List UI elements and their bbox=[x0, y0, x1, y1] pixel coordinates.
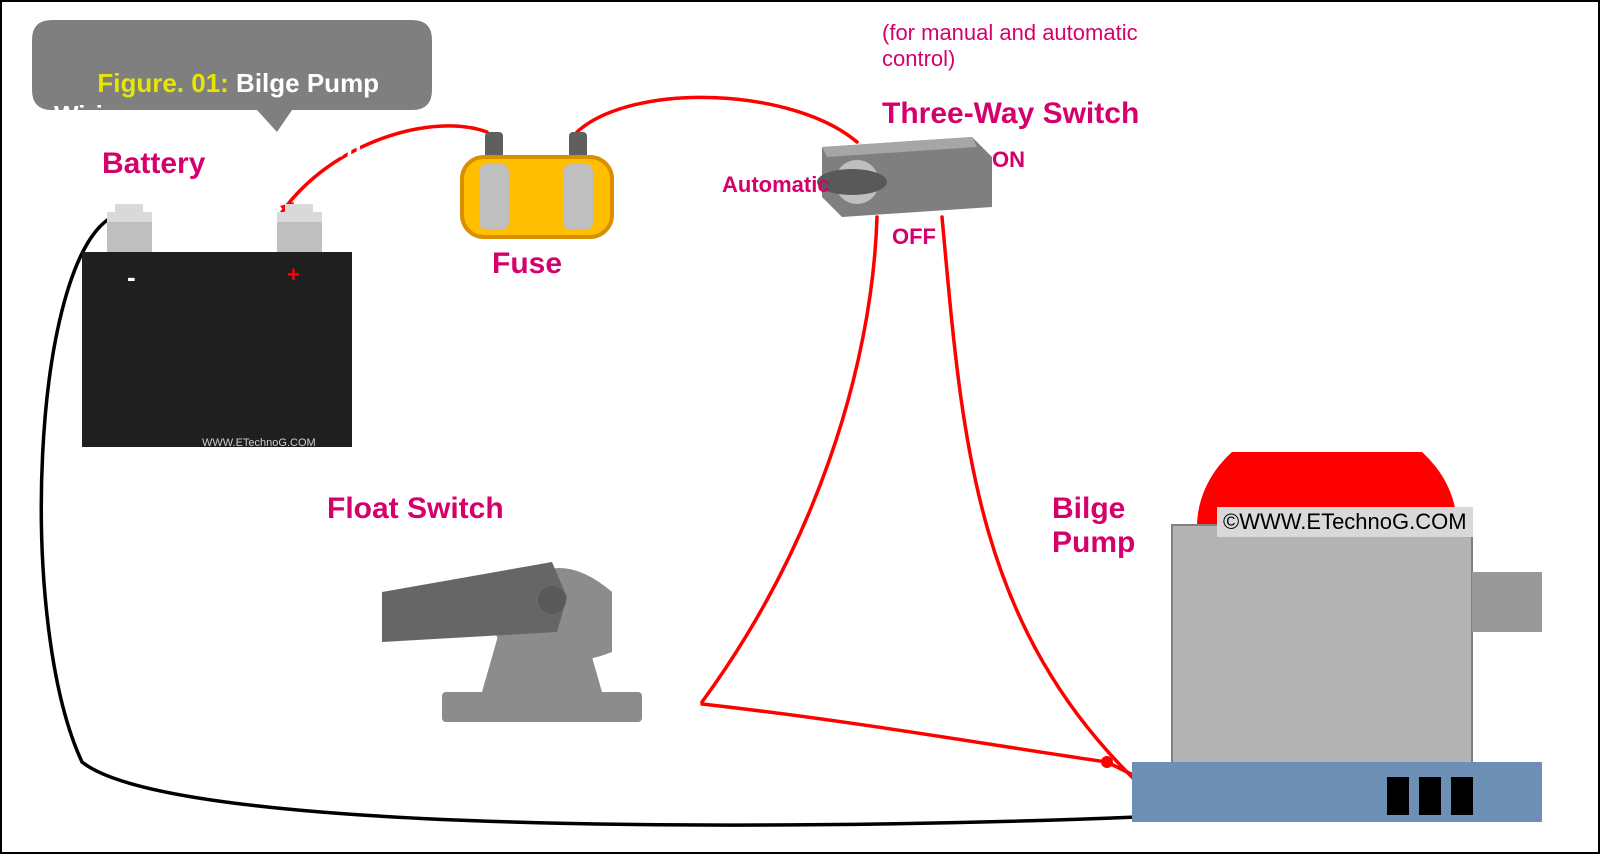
pump-slot bbox=[1387, 777, 1409, 815]
fuse-blade-left bbox=[479, 164, 509, 230]
wire-switch-to-float bbox=[702, 217, 877, 702]
wire-junction-node bbox=[1101, 756, 1113, 768]
pump-outlet bbox=[1472, 572, 1542, 632]
float-switch-icon bbox=[382, 522, 682, 747]
pump-slot bbox=[1451, 777, 1473, 815]
float-base bbox=[442, 692, 642, 722]
battery-terminal-neg bbox=[107, 212, 152, 257]
float-pivot bbox=[538, 586, 566, 614]
battery-label: Battery bbox=[102, 147, 205, 181]
wire-float-to-junction bbox=[702, 704, 1107, 762]
battery-icon: - + WWW.ETechnoG.COM bbox=[82, 202, 352, 447]
bilge-pump-label: Bilge Pump bbox=[1052, 492, 1135, 560]
fuse-blade-right bbox=[563, 164, 593, 230]
fuse-label: Fuse bbox=[492, 247, 562, 281]
automatic-label: Automatic bbox=[722, 172, 830, 198]
off-label: OFF bbox=[892, 224, 936, 250]
battery-terminal-pos bbox=[277, 212, 322, 257]
copyright-label: ©WWW.ETechnoG.COM bbox=[1217, 507, 1473, 537]
pump-base bbox=[1132, 762, 1542, 822]
three-way-label: Three-Way Switch bbox=[882, 97, 1139, 131]
float-switch-label: Float Switch bbox=[327, 492, 504, 526]
battery-minus: - bbox=[127, 262, 136, 293]
switch-note-label: (for manual and automatic control) bbox=[882, 20, 1138, 72]
figure-title: Figure. 01: Bilge Pump Wiring Diagram an… bbox=[32, 20, 432, 211]
battery-plus: + bbox=[287, 262, 300, 288]
on-label: ON bbox=[992, 147, 1025, 173]
pump-slot bbox=[1419, 777, 1441, 815]
figure-prefix: Figure. 01: bbox=[97, 68, 228, 98]
watermark-small: WWW.ETechnoG.COM bbox=[202, 437, 316, 449]
pump-body bbox=[1172, 525, 1472, 765]
battery-body bbox=[82, 252, 352, 447]
